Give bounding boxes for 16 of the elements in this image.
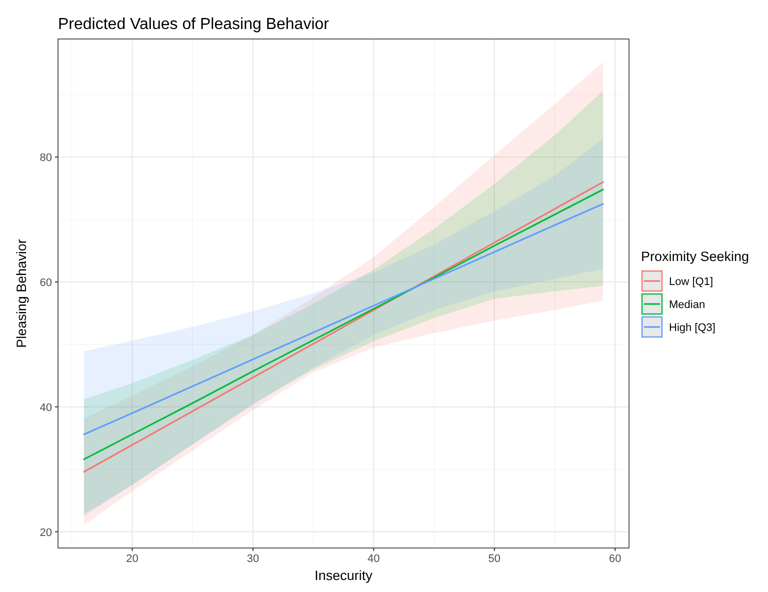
x-tick-label: 40 [368,553,380,565]
legend-label: Median [669,299,706,311]
legend-label: Low [Q1] [669,276,714,288]
y-tick-label: 40 [40,402,52,414]
legend-label: High [Q3] [669,322,716,334]
y-tick-label: 20 [40,526,52,539]
chart-title: Predicted Values of Pleasing Behavior [58,16,330,33]
x-tick-label: 60 [608,553,622,565]
y-tick-label: 80 [40,152,52,164]
x-tick-label: 50 [488,553,501,565]
x-axis-title: Insecurity [314,568,373,583]
y-tick-label: 60 [40,276,52,289]
x-tick-label: 30 [246,553,260,565]
y-axis-title: Pleasing Behavior [14,238,29,348]
x-tick-label: 20 [126,553,138,565]
legend-title: Proximity Seeking [641,249,750,264]
